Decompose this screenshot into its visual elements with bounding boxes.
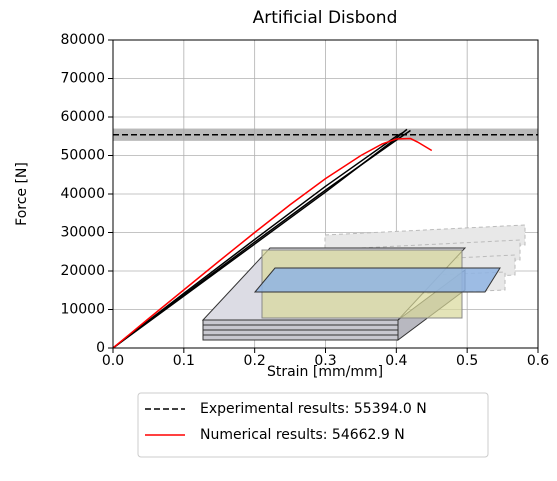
- specimen-illustration: [201, 224, 526, 341]
- y-tick-label: 70000: [60, 71, 105, 87]
- series-line: [112, 137, 433, 349]
- plot-data: [112, 128, 538, 349]
- y-tick-label: 40000: [60, 186, 105, 202]
- y-tick-label: 50000: [60, 148, 105, 164]
- legend: [137, 392, 489, 458]
- x-axis-label: Strain [mm/mm]: [267, 364, 383, 380]
- x-tick-label: 0.4: [385, 353, 407, 369]
- chart-title: Artificial Disbond: [253, 8, 398, 28]
- x-tick-label: 0.1: [173, 353, 195, 369]
- x-tick-label: 0.2: [244, 353, 266, 369]
- experimental-curve: [112, 128, 408, 349]
- y-tick-label: 60000: [60, 109, 105, 125]
- y-tick-label: 10000: [60, 302, 105, 318]
- y-tick-label: 30000: [60, 225, 105, 241]
- y-tick-label: 80000: [60, 32, 105, 48]
- experimental-curve: [112, 131, 404, 349]
- y-tick-label: 20000: [60, 263, 105, 279]
- legend-label: Numerical results: 54662.9 N: [200, 427, 405, 443]
- x-tick-label: 0.5: [456, 353, 478, 369]
- y-axis-label: Force [N]: [14, 162, 30, 226]
- x-tick-label: 0.3: [314, 353, 336, 369]
- x-tick-label: 0.6: [527, 353, 549, 369]
- legend-entries: Experimental results: 55394.0 N Numerical…: [145, 401, 427, 443]
- x-tick-label: 0.0: [102, 353, 124, 369]
- y-tick-label: 0: [96, 340, 105, 356]
- legend-label: Experimental results: 55394.0 N: [200, 401, 427, 417]
